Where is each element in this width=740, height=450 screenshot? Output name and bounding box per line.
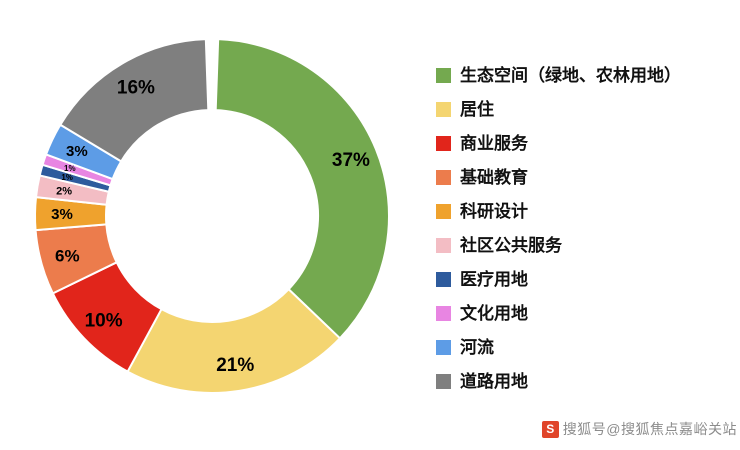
legend-label: 科研设计 — [460, 201, 528, 221]
legend-swatch — [436, 237, 451, 253]
legend-label: 文化用地 — [460, 303, 528, 323]
slice-percent-label: 3% — [66, 143, 88, 160]
slice-percent-label: 3% — [51, 206, 73, 223]
watermark-text: 搜狐号@搜狐焦点嘉峪关站 — [562, 421, 737, 437]
legend-label: 河流 — [460, 337, 494, 357]
slice-percent-label: 2% — [56, 186, 72, 198]
slice-percent-label: 10% — [85, 310, 123, 331]
legend-swatch — [436, 271, 451, 287]
legend-item-10: 道路用地 — [436, 364, 681, 398]
legend-item-8: 文化用地 — [436, 296, 681, 330]
legend-label: 社区公共服务 — [460, 235, 562, 255]
legend-label: 医疗用地 — [460, 269, 528, 289]
sohu-logo-icon: S — [541, 420, 559, 438]
legend-item-2: 居住 — [436, 92, 681, 126]
legend-swatch — [436, 169, 451, 185]
legend-item-6: 社区公共服务 — [436, 228, 681, 262]
legend-swatch — [436, 373, 451, 389]
legend-item-3: 商业服务 — [436, 126, 681, 160]
legend-item-1: 生态空间（绿地、农林用地） — [436, 58, 681, 92]
donut-slice-10 — [59, 38, 210, 163]
legend-item-9: 河流 — [436, 330, 681, 364]
slice-percent-label: 21% — [216, 355, 254, 376]
legend-swatch — [436, 305, 451, 321]
legend-swatch — [436, 203, 451, 219]
legend-swatch — [436, 339, 451, 355]
slice-percent-label: 37% — [332, 150, 370, 171]
slice-percent-label: 16% — [117, 77, 155, 98]
legend-swatch — [436, 101, 451, 117]
legend-label: 商业服务 — [460, 133, 528, 153]
legend-label: 道路用地 — [460, 371, 528, 391]
slice-percent-label: 1% — [64, 164, 76, 173]
legend-label: 生态空间（绿地、农林用地） — [460, 65, 681, 85]
legend-swatch — [436, 67, 451, 83]
legend-item-4: 基础教育 — [436, 160, 681, 194]
legend-label: 居住 — [460, 99, 494, 119]
donut-slice-1 — [214, 38, 390, 340]
legend-item-5: 科研设计 — [436, 194, 681, 228]
legend-label: 基础教育 — [460, 167, 528, 187]
watermark: S 搜狐号@搜狐焦点嘉峪关站 — [541, 419, 737, 439]
chart-legend: 生态空间（绿地、农林用地） 居住商业服务基础教育科研设计社区公共服务 医疗用地文化用… — [436, 58, 681, 398]
legend-swatch — [436, 135, 451, 151]
slice-percent-label: 1% — [61, 173, 73, 182]
legend-item-7: 医疗用地 — [436, 262, 681, 296]
slice-percent-label: 6% — [55, 246, 80, 265]
